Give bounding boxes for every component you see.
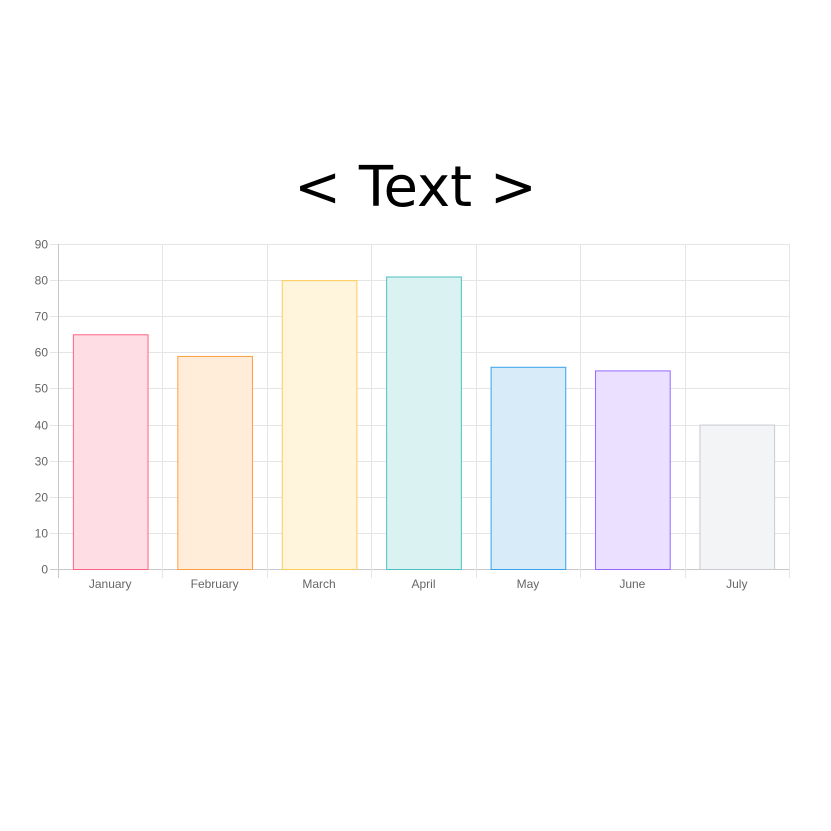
chart-bars [72, 276, 776, 571]
x-tick-label: July [726, 577, 747, 591]
y-tick-label: 30 [35, 455, 49, 469]
x-tick-label: January [89, 577, 132, 591]
chart-title: < Text > [294, 155, 537, 220]
y-tick-label: 10 [35, 527, 49, 541]
y-tick-label: 0 [41, 563, 48, 577]
bar-june [595, 370, 671, 570]
bar-may [490, 366, 567, 570]
x-tick-label: February [191, 577, 239, 591]
x-tick-label: May [517, 577, 540, 591]
x-tick-label: June [619, 577, 645, 591]
x-axis-ticks: January February March April May June July [89, 577, 748, 591]
y-tick-label: 50 [35, 382, 49, 396]
x-tick-label: April [411, 577, 435, 591]
y-tick-label: 20 [35, 491, 49, 505]
bar-july [699, 424, 776, 570]
bar-march [281, 280, 358, 570]
y-tick-label: 90 [35, 238, 49, 252]
y-tick-label: 40 [35, 419, 49, 433]
y-tick-label: 70 [35, 310, 49, 324]
x-tick-label: March [302, 577, 335, 591]
bar-january [72, 334, 149, 570]
bar-february [177, 355, 253, 571]
bar-april [386, 276, 462, 570]
y-tick-label: 60 [35, 346, 49, 360]
y-axis-ticks: 0 10 20 30 40 50 60 70 80 90 [35, 238, 49, 577]
y-tick-label: 80 [35, 274, 49, 288]
